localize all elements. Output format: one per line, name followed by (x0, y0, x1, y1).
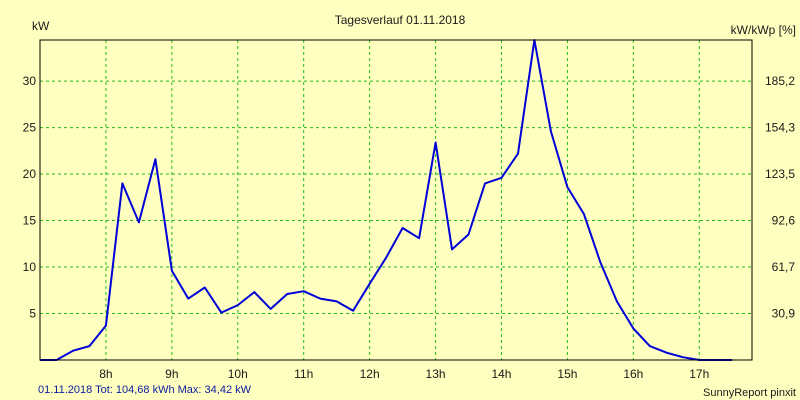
chart-title: Tagesverlauf 01.11.2018 (335, 13, 466, 27)
y-tick-label-right: 61,7 (772, 260, 796, 274)
x-tick-label: 16h (623, 367, 643, 381)
x-tick-label: 11h (294, 367, 313, 381)
y-tick-label-right: 92,6 (772, 214, 796, 228)
x-tick-label: 9h (165, 367, 178, 381)
tick-labels: 8h 9h 10h 11h 12h 13h 14h 15h 16h 17h 5 30,9 10 61,7 1… (23, 74, 796, 381)
y-tick-label-left: 5 (29, 307, 36, 321)
y-tick-label-left: 20 (23, 167, 37, 181)
y-axis-right-label: kW/kWp [%] (731, 23, 796, 37)
footer-credit: SunnyReport pinxit (703, 387, 796, 399)
y-tick-label-right: 30,9 (772, 307, 796, 321)
x-tick-label: 8h (99, 367, 112, 381)
x-tick-label: 13h (426, 367, 446, 381)
y-tick-label-right: 185,2 (765, 74, 795, 88)
y-tick-label-left: 30 (23, 74, 37, 88)
plot-frame (39, 39, 753, 361)
y-axis-left-label: kW (32, 19, 50, 33)
y-tick-label-left: 25 (23, 121, 37, 135)
x-tick-label: 10h (228, 367, 248, 381)
x-tick-label: 14h (491, 367, 511, 381)
x-tick-label: 17h (689, 367, 709, 381)
series-line (40, 39, 733, 361)
y-tick-label-left: 15 (23, 214, 37, 228)
x-tick-label: 12h (360, 367, 380, 381)
x-tick-label: 15h (557, 367, 577, 381)
y-tick-label-right: 154,3 (765, 121, 795, 135)
y-tick-label-left: 10 (23, 260, 37, 274)
y-tick-label-right: 123,5 (765, 167, 795, 181)
grid (40, 40, 752, 360)
footer-summary: 01.11.2018 Tot: 104,68 kWh Max: 34,42 kW (38, 384, 252, 396)
